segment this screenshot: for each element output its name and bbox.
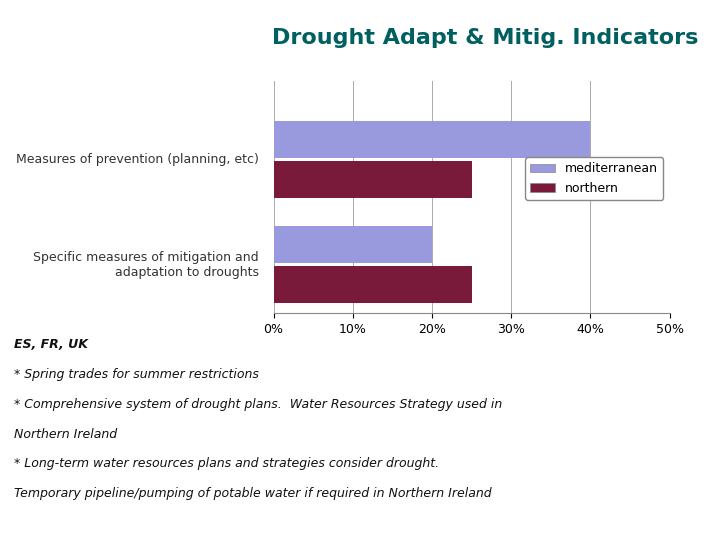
Text: * Spring trades for summer restrictions: * Spring trades for summer restrictions: [14, 368, 259, 381]
Bar: [274, 120, 590, 158]
Text: ES, FR, UK: ES, FR, UK: [14, 339, 89, 352]
Bar: [274, 161, 472, 198]
Text: * Long-term water resources plans and strategies consider drought.: * Long-term water resources plans and st…: [14, 457, 439, 470]
Bar: [274, 266, 472, 303]
Text: Drought Adapt & Mitig. Indicators: Drought Adapt & Mitig. Indicators: [272, 28, 698, 48]
Text: * Comprehensive system of drought plans.  Water Resources Strategy used in: * Comprehensive system of drought plans.…: [14, 398, 503, 411]
Text: Northern Ireland: Northern Ireland: [14, 428, 117, 441]
Text: Specific measures of mitigation and
adaptation to droughts: Specific measures of mitigation and adap…: [33, 251, 258, 279]
Legend: mediterranean, northern: mediterranean, northern: [526, 157, 663, 200]
Text: Temporary pipeline/pumping of potable water if required in Northern Ireland: Temporary pipeline/pumping of potable wa…: [14, 487, 492, 500]
Bar: [274, 226, 432, 263]
Text: Measures of prevention (planning, etc): Measures of prevention (planning, etc): [16, 153, 258, 166]
